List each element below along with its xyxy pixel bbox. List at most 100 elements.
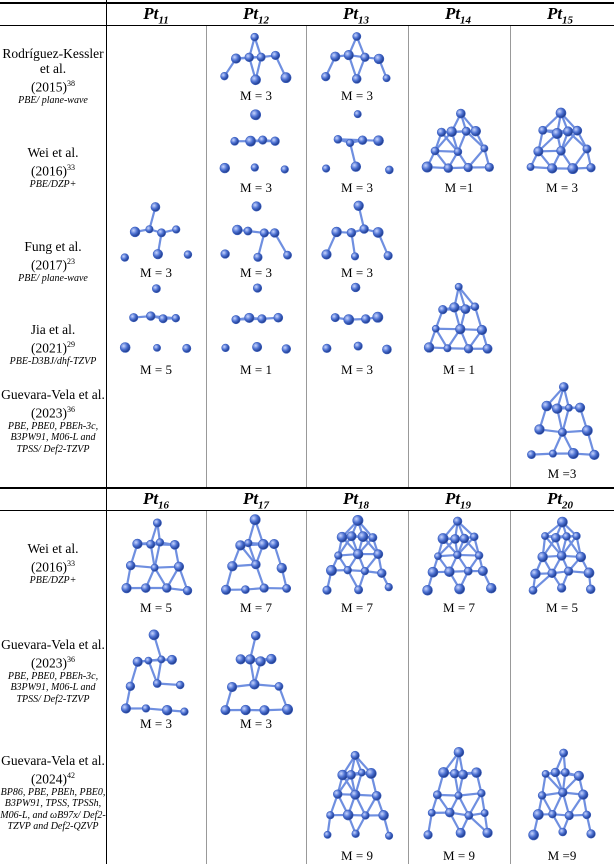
atom — [241, 585, 250, 594]
atom — [527, 450, 536, 460]
atom — [421, 161, 433, 173]
multiplicity-label: M = 9 — [341, 848, 373, 863]
atom — [280, 72, 292, 84]
method: PBE-D3BJ/dhf-TZVP — [9, 355, 97, 367]
column-separator — [306, 26, 307, 487]
atom — [575, 551, 587, 563]
atom — [322, 585, 332, 595]
atom — [157, 228, 166, 238]
atom — [548, 449, 557, 458]
atom — [270, 136, 280, 146]
cluster-pt14 — [419, 106, 499, 176]
atom — [125, 560, 136, 571]
atom — [528, 585, 538, 595]
atom — [336, 531, 348, 543]
cluster-pt20 — [522, 746, 602, 842]
cluster-pt11 — [116, 198, 196, 264]
cluster-structure — [119, 284, 192, 353]
atom — [322, 164, 331, 173]
atom — [453, 550, 462, 560]
atom — [259, 705, 270, 716]
multiplicity-label: M = 3 — [140, 716, 172, 731]
atom — [360, 566, 370, 576]
atom — [533, 146, 544, 157]
atom — [530, 568, 541, 580]
atom — [230, 53, 242, 64]
atom — [140, 583, 151, 593]
atom — [557, 583, 567, 593]
atom — [373, 135, 384, 146]
atom — [564, 566, 574, 576]
atom — [372, 311, 384, 323]
atom — [244, 52, 255, 63]
atom — [343, 50, 354, 61]
cluster-pt12 — [216, 28, 296, 86]
atom — [146, 311, 156, 321]
atom — [256, 52, 266, 62]
cluster-structure — [423, 746, 493, 840]
atom — [259, 583, 269, 593]
cluster-structure — [323, 750, 394, 840]
author: Wei et al. — [27, 145, 79, 160]
atom — [235, 654, 246, 665]
year-ref: (2016)33 — [31, 163, 75, 179]
multiplicity-label: M = 7 — [240, 600, 272, 615]
atom — [152, 249, 163, 260]
atom — [253, 252, 263, 262]
atom — [323, 830, 332, 839]
atom — [454, 583, 465, 595]
atom — [161, 705, 173, 716]
atom — [333, 134, 343, 144]
atom — [564, 403, 573, 412]
atom — [528, 829, 539, 841]
atom — [438, 305, 448, 315]
atom — [581, 425, 593, 437]
multiplicity-label: M = 3 — [140, 265, 172, 280]
cluster-pt14 — [419, 280, 499, 356]
atom — [145, 225, 154, 234]
atom — [557, 516, 568, 528]
header-rule-bottom — [0, 510, 614, 511]
atom — [180, 707, 189, 716]
atom — [250, 630, 261, 641]
atom — [385, 831, 394, 840]
column-header-pt18: Pt18 — [342, 489, 370, 512]
atom — [477, 789, 486, 798]
row-label-guevara-vela-2024: Guevara-Vela et al. (2024)42 BP86, PBE, … — [0, 753, 106, 833]
atom — [586, 163, 596, 173]
atom — [150, 202, 161, 212]
cluster-structure — [421, 108, 494, 173]
atom — [427, 808, 436, 817]
year-ref: (2021)29 — [31, 340, 75, 356]
atom — [231, 315, 241, 325]
atom — [276, 562, 287, 574]
atom — [453, 147, 463, 157]
multiplicity-label: M = 7 — [341, 600, 373, 615]
author: Wei et al. — [27, 541, 79, 556]
atom — [346, 531, 357, 542]
atom — [480, 809, 489, 818]
atom — [449, 302, 460, 313]
atom — [326, 565, 337, 576]
atom — [321, 72, 331, 82]
atom — [321, 249, 332, 260]
atom — [558, 787, 568, 798]
atom — [141, 704, 151, 713]
atom — [282, 703, 294, 715]
atom — [125, 681, 136, 692]
multiplicity-label: M = 3 — [240, 88, 272, 103]
atom — [129, 226, 141, 238]
atom — [120, 253, 130, 262]
cluster-pt13 — [317, 280, 397, 356]
atom — [541, 770, 550, 778]
cluster-structure — [220, 201, 292, 262]
atom — [250, 32, 259, 42]
atom — [563, 126, 574, 137]
multiplicity-label: M = 5 — [140, 600, 172, 615]
atom — [556, 550, 567, 561]
row-label-guevara-vela-2023: Guevara-Vela et al. (2023)36 PBE, PBE0, … — [0, 387, 106, 455]
atom — [486, 582, 497, 594]
atom — [373, 53, 385, 65]
atom — [551, 403, 563, 414]
